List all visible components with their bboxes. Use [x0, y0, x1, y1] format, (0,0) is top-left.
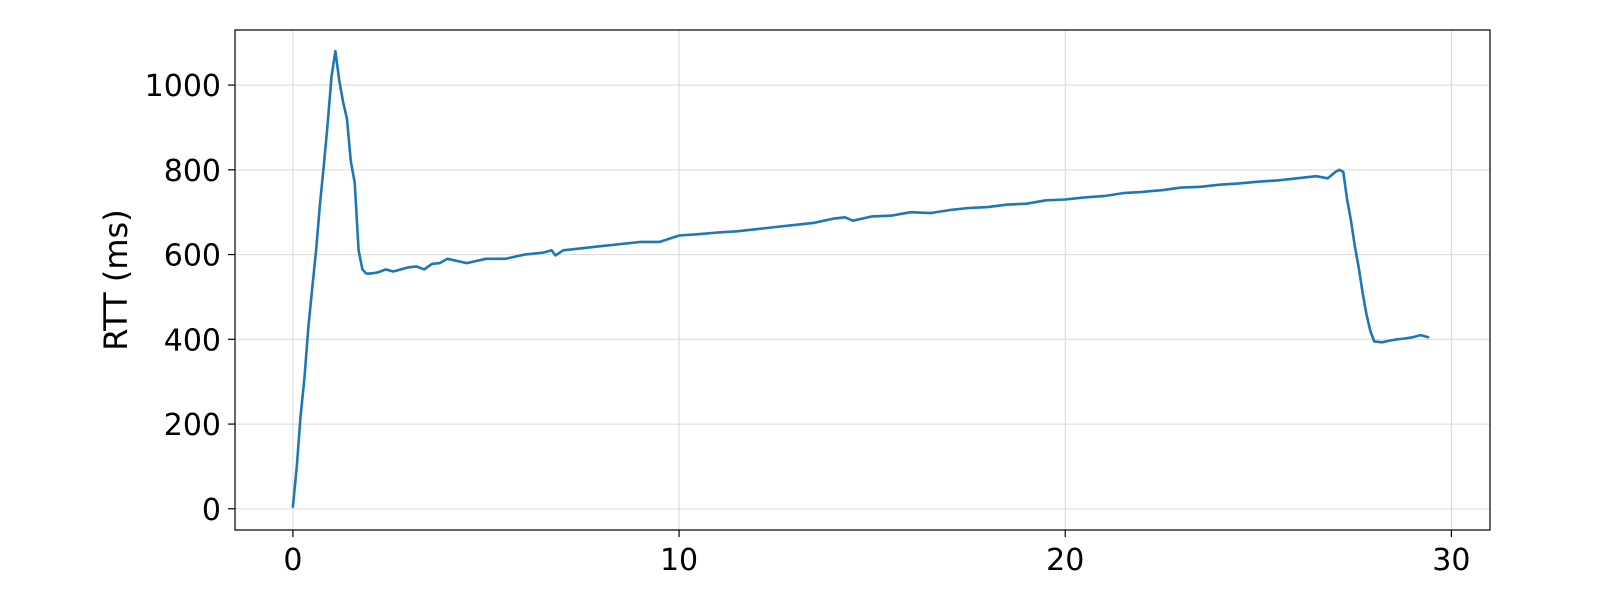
x-tick-label: 30 — [1432, 543, 1470, 578]
y-tick-label: 200 — [164, 408, 221, 443]
y-tick-label: 800 — [164, 154, 221, 189]
y-tick-label: 0 — [202, 493, 221, 528]
rtt-series-line — [291, 49, 1430, 509]
gridlines — [235, 30, 1490, 530]
y-tick-label: 600 — [164, 239, 221, 274]
y-tick-label: 400 — [164, 323, 221, 358]
y-axis-label: RTT (ms) — [97, 209, 135, 350]
axis-ticks: 0 10 20 30 0 200 400 600 800 1000 — [145, 69, 1471, 578]
x-tick-label: 0 — [283, 543, 302, 578]
x-tick-label: 20 — [1046, 543, 1084, 578]
y-tick-label: 1000 — [145, 69, 221, 104]
x-tick-label: 10 — [660, 543, 698, 578]
series-layer — [291, 49, 1430, 509]
plot-frame — [234, 29, 1491, 531]
